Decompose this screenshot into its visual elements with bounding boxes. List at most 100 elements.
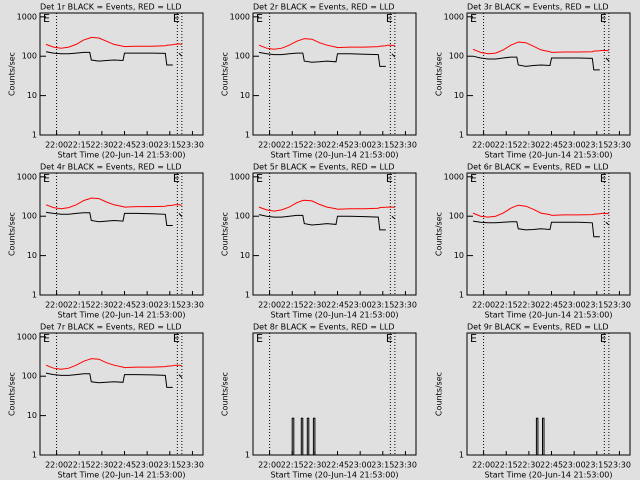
x-tick-label: 22:30 xyxy=(517,461,540,470)
x-tick-label: 23:30 xyxy=(608,461,631,470)
plot-frame xyxy=(466,172,631,296)
y-tick-label: 1 xyxy=(32,131,37,140)
x-tick-label: 22:15 xyxy=(495,301,518,310)
series-line xyxy=(45,36,182,49)
y-tick-label: 1000 xyxy=(230,172,250,181)
y-tick-label: 1000 xyxy=(230,12,250,21)
x-tick-label: 22:00 xyxy=(472,301,495,310)
x-tick-label: 23:30 xyxy=(181,461,204,470)
y-tick-label: 1000 xyxy=(444,12,464,21)
x-tick-label: 22:15 xyxy=(495,141,518,150)
y-tick-label: 100 xyxy=(235,52,250,61)
x-tick-label: 22:15 xyxy=(281,301,304,310)
y-tick-label: 1 xyxy=(245,291,250,300)
series-line xyxy=(45,51,183,66)
x-tick-label: 23:15 xyxy=(585,461,608,470)
x-tick-label: 23:00 xyxy=(349,461,372,470)
chart-title: Det 1r BLACK = Events, RED = LLD xyxy=(40,3,182,12)
series-line xyxy=(45,197,182,210)
y-axis-label: Counts/sec xyxy=(435,372,444,416)
x-tick-label: 22:15 xyxy=(281,141,304,150)
y-tick-label: 10 xyxy=(27,251,37,260)
x-tick-label: 22:45 xyxy=(540,301,563,310)
x-tick-label: 22:00 xyxy=(258,461,281,470)
y-tick-label: 10 xyxy=(454,91,464,100)
y-tick-label: 1000 xyxy=(17,172,37,181)
chart-title: Det 3r BLACK = Events, RED = LLD xyxy=(467,3,609,12)
chart-title: Det 6r BLACK = Events, RED = LLD xyxy=(467,163,609,172)
event-marker: E xyxy=(386,12,393,25)
x-tick-label: 22:15 xyxy=(281,461,304,470)
x-tick-label: 22:30 xyxy=(90,301,113,310)
x-tick-label: 22:00 xyxy=(472,461,495,470)
y-axis-label: Counts/sec xyxy=(8,212,17,256)
x-tick-label: 23:00 xyxy=(349,301,372,310)
y-tick-label: 100 xyxy=(22,212,37,221)
event-marker: E xyxy=(256,12,263,25)
x-axis-label: Start Time (20-Jun-14 21:53:00) xyxy=(58,471,186,480)
y-tick-label: 1000 xyxy=(444,172,464,181)
x-tick-label: 22:45 xyxy=(326,141,349,150)
y-axis-label: Counts/sec xyxy=(221,212,230,256)
y-tick-label: 1 xyxy=(32,291,37,300)
x-tick-label: 23:15 xyxy=(371,301,394,310)
event-marker: E xyxy=(600,172,607,185)
x-tick-label: 22:00 xyxy=(45,301,68,310)
series-line xyxy=(472,204,609,218)
y-axis-label: Counts/sec xyxy=(221,52,230,96)
x-tick-label: 22:15 xyxy=(495,461,518,470)
x-tick-label: 22:45 xyxy=(326,301,349,310)
x-tick-label: 23:00 xyxy=(563,141,586,150)
y-axis-label: Counts/sec xyxy=(8,52,17,96)
y-tick-label: 10 xyxy=(240,91,250,100)
y-tick-label: 100 xyxy=(449,212,464,221)
series-line xyxy=(45,211,183,226)
event-marker: E xyxy=(43,332,50,345)
x-tick-label: 22:45 xyxy=(540,461,563,470)
x-tick-label: 23:30 xyxy=(394,141,417,150)
y-axis-label: Counts/sec xyxy=(435,52,444,96)
x-tick-label: 23:00 xyxy=(136,301,159,310)
event-marker: E xyxy=(600,332,607,345)
x-axis-label: Start Time (20-Jun-14 21:53:00) xyxy=(485,311,613,320)
plot-frame xyxy=(252,12,417,136)
series-line xyxy=(258,51,396,67)
event-marker: E xyxy=(386,172,393,185)
x-tick-label: 22:15 xyxy=(68,141,91,150)
event-marker: E xyxy=(173,12,180,25)
x-axis-label: Start Time (20-Jun-14 21:53:00) xyxy=(58,311,186,320)
event-marker: E xyxy=(470,12,477,25)
series-line xyxy=(259,417,406,456)
y-tick-label: 1 xyxy=(245,131,250,140)
chart-title: Det 5r BLACK = Events, RED = LLD xyxy=(253,163,395,172)
x-axis-label: Start Time (20-Jun-14 21:53:00) xyxy=(58,151,186,160)
event-marker: E xyxy=(256,172,263,185)
event-marker: E xyxy=(256,332,263,345)
plot-frame xyxy=(39,12,204,136)
y-tick-label: 10 xyxy=(27,91,37,100)
y-tick-label: 1 xyxy=(459,291,464,300)
plot-frame xyxy=(39,172,204,296)
chart-title: Det 9r BLACK = Events, RED = LLD xyxy=(467,323,609,332)
y-tick-label: 100 xyxy=(22,52,37,61)
x-tick-label: 23:00 xyxy=(563,461,586,470)
event-marker: E xyxy=(43,12,50,25)
y-tick-label: 1000 xyxy=(17,332,37,341)
series-line xyxy=(45,358,182,370)
plot-frame xyxy=(466,12,631,136)
y-tick-label: 100 xyxy=(22,372,37,381)
x-tick-label: 23:00 xyxy=(563,301,586,310)
x-axis-label: Start Time (20-Jun-14 21:53:00) xyxy=(485,151,613,160)
x-axis-label: Start Time (20-Jun-14 21:53:00) xyxy=(271,311,399,320)
y-tick-label: 10 xyxy=(27,411,37,420)
x-tick-label: 23:30 xyxy=(394,461,417,470)
series-line xyxy=(258,199,395,212)
event-marker: E xyxy=(470,172,477,185)
x-tick-label: 22:45 xyxy=(326,461,349,470)
x-tick-label: 22:00 xyxy=(258,141,281,150)
x-tick-label: 22:30 xyxy=(90,141,113,150)
x-tick-label: 22:30 xyxy=(303,141,326,150)
